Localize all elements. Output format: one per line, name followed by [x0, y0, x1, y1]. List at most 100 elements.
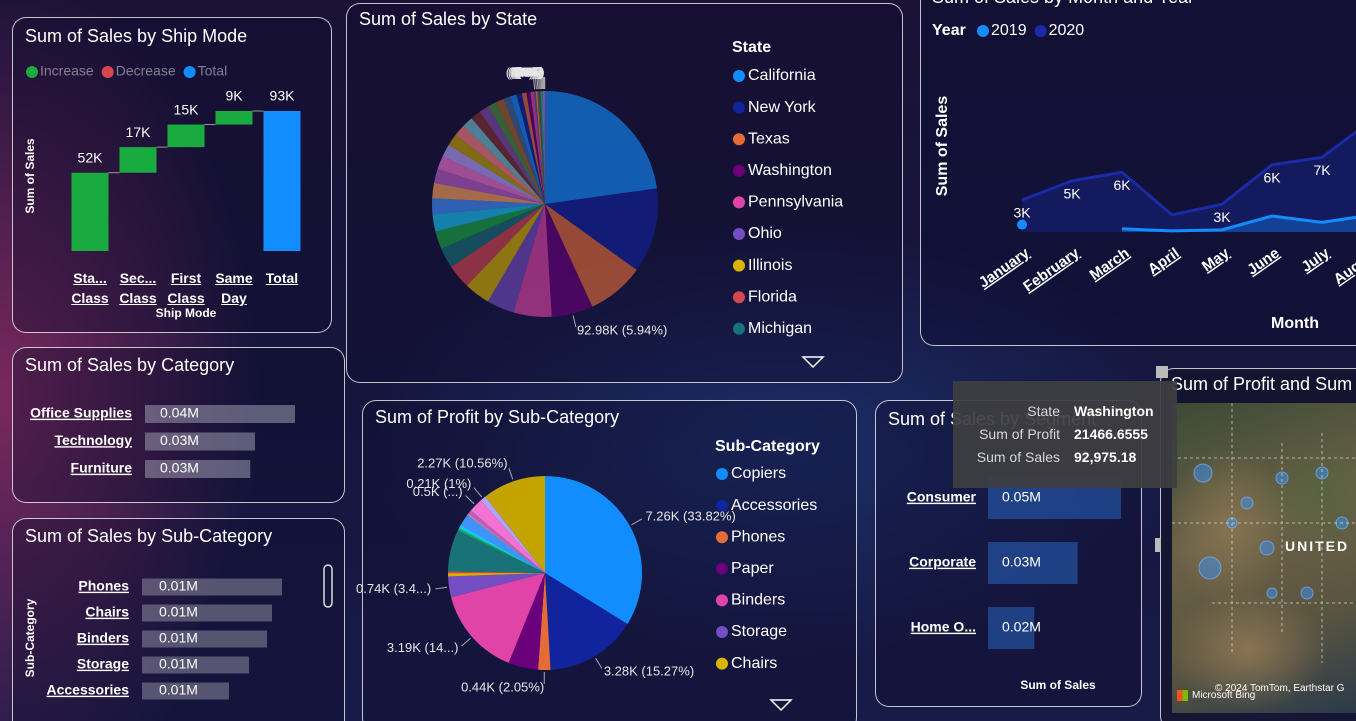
- pie-slice: [448, 571, 545, 574]
- chart-title: Sum of Sales by Ship Mode: [25, 26, 247, 46]
- pie-slice: [545, 91, 657, 204]
- pie-slice: [448, 573, 545, 577]
- map-bubble: [1266, 587, 1278, 599]
- legend-marker: [1034, 25, 1047, 37]
- leader-line: [572, 315, 577, 328]
- pie-slice: [441, 204, 545, 267]
- pie-slice: [535, 91, 545, 204]
- pie-slice: [458, 524, 545, 573]
- bar: [142, 578, 282, 596]
- pie-slice: [455, 125, 545, 204]
- scroll-arrow[interactable]: [769, 699, 793, 712]
- tooltip-key: Sum of Sales: [976, 449, 1060, 465]
- bing-logo: [1177, 690, 1188, 701]
- chart-title: Sum of Profit and Sum: [1171, 374, 1352, 394]
- pie-slice: [537, 91, 545, 204]
- data-label: (0%): [512, 65, 539, 80]
- leader-line: [533, 77, 536, 90]
- pie-slice: [510, 94, 545, 204]
- bar: [71, 172, 109, 251]
- pie-slice: [526, 91, 545, 204]
- data-label: 0.01M: [159, 682, 198, 698]
- map-bubble: [1240, 496, 1254, 510]
- tooltip-value: Washington: [1074, 403, 1154, 419]
- legend-title: Year: [932, 22, 966, 39]
- data-label: 0.03M: [160, 460, 199, 476]
- panel: [920, 0, 1356, 346]
- pie-slice: [496, 98, 545, 204]
- data-label: 0.04M: [160, 405, 199, 421]
- pie-slice: [457, 528, 545, 573]
- chart-title: Sum of Sales by Sub-Category: [25, 526, 272, 546]
- legend-marker: [733, 196, 745, 209]
- pie-slice: [538, 573, 551, 670]
- legend-label: Chairs: [731, 655, 777, 672]
- line: [1121, 214, 1356, 233]
- legend-marker: [733, 259, 745, 272]
- bar: [119, 147, 157, 173]
- resize-handle[interactable]: [1156, 366, 1168, 378]
- pie-slice: [487, 204, 545, 313]
- data-label: 7.26K (33.82%): [645, 508, 735, 523]
- legend-marker: [716, 562, 728, 575]
- legend-label: 2019: [991, 22, 1027, 39]
- axis-title: Sub-Category: [23, 598, 37, 677]
- pie-slice: [431, 198, 545, 215]
- pie-slice: [432, 204, 545, 232]
- leader-line: [465, 495, 475, 505]
- leader-line: [473, 487, 483, 498]
- data-label: 9K: [225, 88, 243, 104]
- data-label: 15K: [174, 101, 200, 117]
- resize-handle[interactable]: [1155, 538, 1161, 552]
- scroll-arrow[interactable]: [801, 356, 825, 369]
- data-label: 0.01M: [159, 604, 198, 620]
- legend-marker: [183, 66, 196, 78]
- leader-line: [461, 637, 471, 647]
- data-label: (0%): [515, 64, 542, 79]
- map-bubble: [1193, 463, 1213, 483]
- axis-title: Sum of Sales: [1020, 678, 1096, 692]
- data-label: 0.05M: [1002, 489, 1041, 505]
- pie-slice: [545, 204, 593, 317]
- chart-title: Sum of Sales by Month and Year: [932, 0, 1194, 7]
- tooltip: State Washington Sum of Profit 21466.6555 …: [953, 381, 1177, 488]
- legend-marker: [716, 657, 728, 670]
- legend-marker: [716, 468, 728, 480]
- map-imagery: [1172, 403, 1356, 713]
- legend-marker: [26, 66, 38, 78]
- bar: [215, 111, 253, 125]
- data-label: 3K: [1013, 205, 1031, 221]
- legend-label: Illinois: [748, 257, 792, 274]
- x-tick-label: April: [1145, 245, 1183, 279]
- data-label: 52K: [78, 149, 104, 165]
- data-label: 0.5K (...): [413, 484, 463, 499]
- pie-slice: [542, 91, 545, 204]
- data-label: 0.44K (2.05%): [461, 679, 544, 694]
- pie-slice: [513, 204, 552, 317]
- legend-label: Michigan: [748, 320, 812, 337]
- legend-label: Paper: [731, 560, 774, 577]
- bar: [142, 630, 267, 648]
- y-tick-label: Chairs: [85, 604, 129, 620]
- data-label: 93K: [270, 88, 296, 104]
- y-tick-label: Phones: [78, 578, 129, 594]
- y-tick-label: Corporate: [909, 554, 976, 570]
- legend-label: Storage: [731, 623, 787, 640]
- pie-slice: [460, 514, 545, 573]
- map-credit: Microsoft Bing: [1192, 690, 1256, 701]
- pie-slice: [503, 96, 545, 204]
- legend-marker: [733, 322, 745, 335]
- x-tick-label: July: [1298, 244, 1333, 276]
- pie-slice: [545, 204, 637, 307]
- legend-label: Pennsylvania: [748, 194, 843, 211]
- area: [1022, 216, 1356, 232]
- legend-marker: [733, 164, 745, 177]
- pie-slice: [470, 500, 545, 573]
- pie-slice: [451, 573, 545, 663]
- data-label: 0.03M: [1002, 554, 1041, 570]
- pie-slice: [448, 134, 545, 204]
- chart-title: Sum of Sales by State: [359, 9, 537, 29]
- scrollbar[interactable]: [323, 564, 333, 608]
